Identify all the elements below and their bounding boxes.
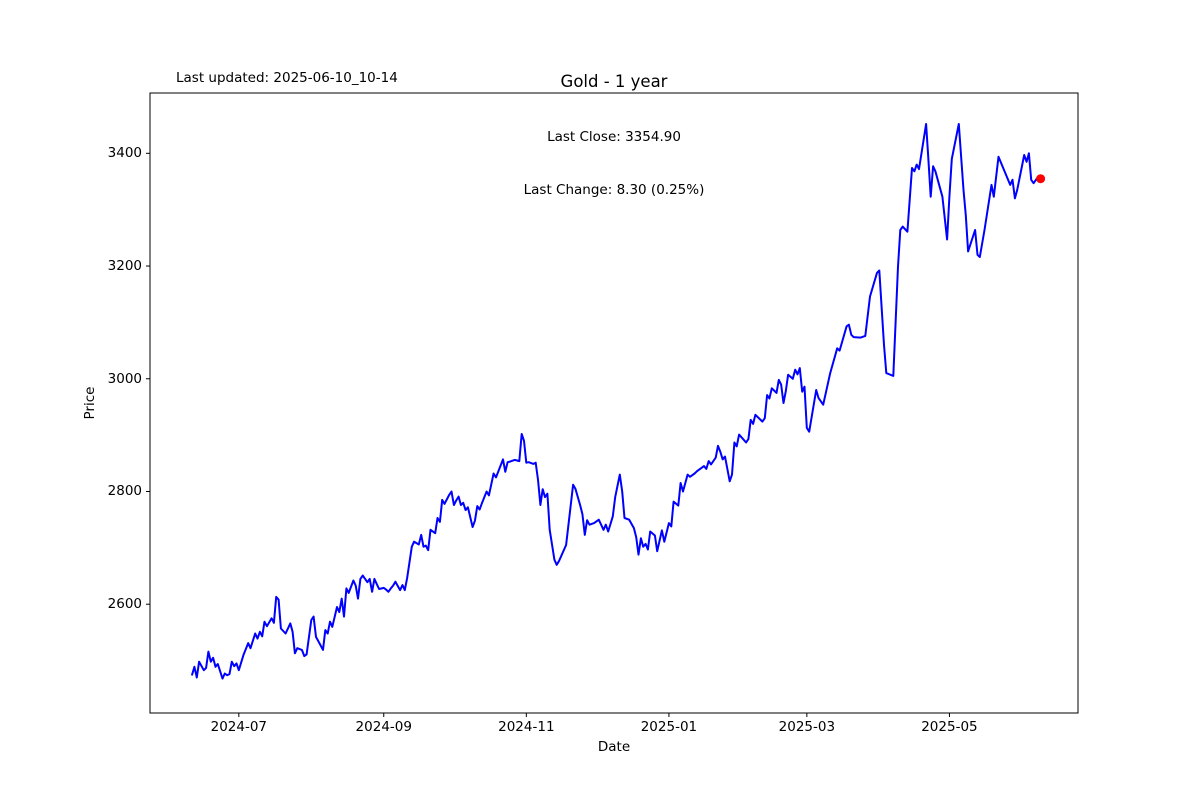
- axis-ticks: [146, 152, 950, 717]
- y-tick-label: 2600: [107, 596, 142, 613]
- x-tick-label: 2025-05: [921, 719, 978, 735]
- axes-box: [149, 92, 1079, 714]
- x-axis-label: Date: [597, 739, 631, 755]
- last-price-marker: [1036, 174, 1046, 184]
- x-tick-label: 2024-09: [355, 719, 412, 735]
- x-tick-label: 2024-11: [498, 719, 555, 735]
- last-updated-text: Last updated: 2025-06-10_10-14: [176, 70, 398, 86]
- y-tick-label: 2800: [107, 483, 142, 500]
- y-tick-label: 3200: [107, 258, 142, 275]
- last-close-annotation: Last Close: 3354.90 Last Change: 8.30 (0…: [524, 94, 705, 234]
- last-change-line: Last Change: 8.30 (0.25%): [523, 181, 705, 198]
- x-tick-label: 2025-01: [640, 719, 698, 735]
- chart-title: Gold - 1 year: [560, 72, 668, 91]
- x-tick-label: 2025-03: [778, 719, 836, 735]
- x-tick-label: 2024-07: [210, 719, 268, 735]
- y-tick-label: 3000: [107, 370, 142, 387]
- last-close-line: Last Close: 3354.90: [547, 129, 681, 145]
- y-axis-label: Price: [82, 386, 98, 420]
- gold-price-line: [191, 123, 1042, 680]
- y-tick-label: 3400: [107, 145, 142, 162]
